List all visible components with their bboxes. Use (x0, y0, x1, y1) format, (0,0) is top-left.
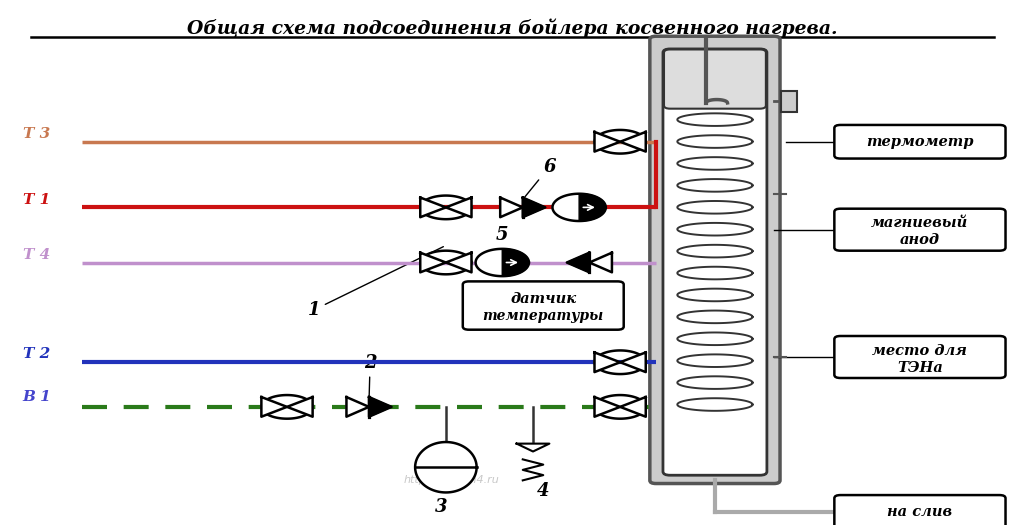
Text: датчик: датчик (510, 292, 576, 306)
Polygon shape (346, 397, 369, 417)
Text: 3: 3 (435, 498, 447, 516)
Text: магниевый: магниевый (871, 216, 969, 230)
FancyBboxPatch shape (834, 209, 1006, 251)
Polygon shape (620, 397, 646, 417)
Text: Т 4: Т 4 (23, 248, 50, 261)
Text: 2: 2 (364, 353, 376, 399)
Polygon shape (567, 253, 589, 272)
Polygon shape (446, 253, 472, 272)
FancyBboxPatch shape (663, 49, 767, 475)
Polygon shape (476, 249, 529, 276)
Polygon shape (594, 132, 620, 152)
Polygon shape (552, 194, 606, 221)
Text: В 1: В 1 (23, 391, 51, 404)
Polygon shape (415, 442, 477, 492)
Text: 4: 4 (537, 482, 549, 500)
Polygon shape (420, 197, 446, 217)
Polygon shape (261, 397, 287, 417)
FancyBboxPatch shape (834, 125, 1006, 159)
Text: термометр: термометр (866, 135, 974, 149)
Polygon shape (446, 197, 472, 217)
Text: на слив: на слив (888, 505, 952, 519)
FancyBboxPatch shape (650, 36, 780, 484)
Polygon shape (500, 197, 523, 217)
Polygon shape (620, 352, 646, 372)
FancyBboxPatch shape (463, 281, 623, 330)
Text: Т 1: Т 1 (23, 193, 50, 206)
Text: Т 3: Т 3 (23, 127, 50, 141)
Text: Общая схема подсоединения бойлера косвенного нагрева.: Общая схема подсоединения бойлера косвен… (188, 18, 837, 38)
Text: 5: 5 (496, 226, 508, 244)
Polygon shape (594, 352, 620, 372)
FancyBboxPatch shape (781, 91, 797, 112)
Text: Т 2: Т 2 (23, 348, 50, 361)
Text: ТЭНа: ТЭНа (897, 361, 943, 374)
Text: место для: место для (872, 344, 968, 358)
Text: 6: 6 (525, 158, 556, 197)
Polygon shape (517, 444, 549, 452)
Polygon shape (594, 397, 620, 417)
Text: температуры: температуры (483, 309, 604, 323)
FancyBboxPatch shape (834, 336, 1006, 378)
Text: анод: анод (900, 233, 940, 247)
FancyBboxPatch shape (834, 495, 1006, 525)
Polygon shape (502, 249, 529, 276)
Polygon shape (920, 502, 945, 522)
Polygon shape (620, 132, 646, 152)
Polygon shape (945, 502, 972, 522)
FancyBboxPatch shape (664, 49, 766, 109)
Polygon shape (420, 253, 446, 272)
Text: 1: 1 (308, 247, 444, 319)
Polygon shape (523, 197, 545, 217)
Polygon shape (589, 253, 612, 272)
Polygon shape (369, 397, 392, 417)
Polygon shape (579, 194, 606, 221)
Text: http://1001m4.ru: http://1001m4.ru (403, 475, 499, 486)
Polygon shape (287, 397, 313, 417)
